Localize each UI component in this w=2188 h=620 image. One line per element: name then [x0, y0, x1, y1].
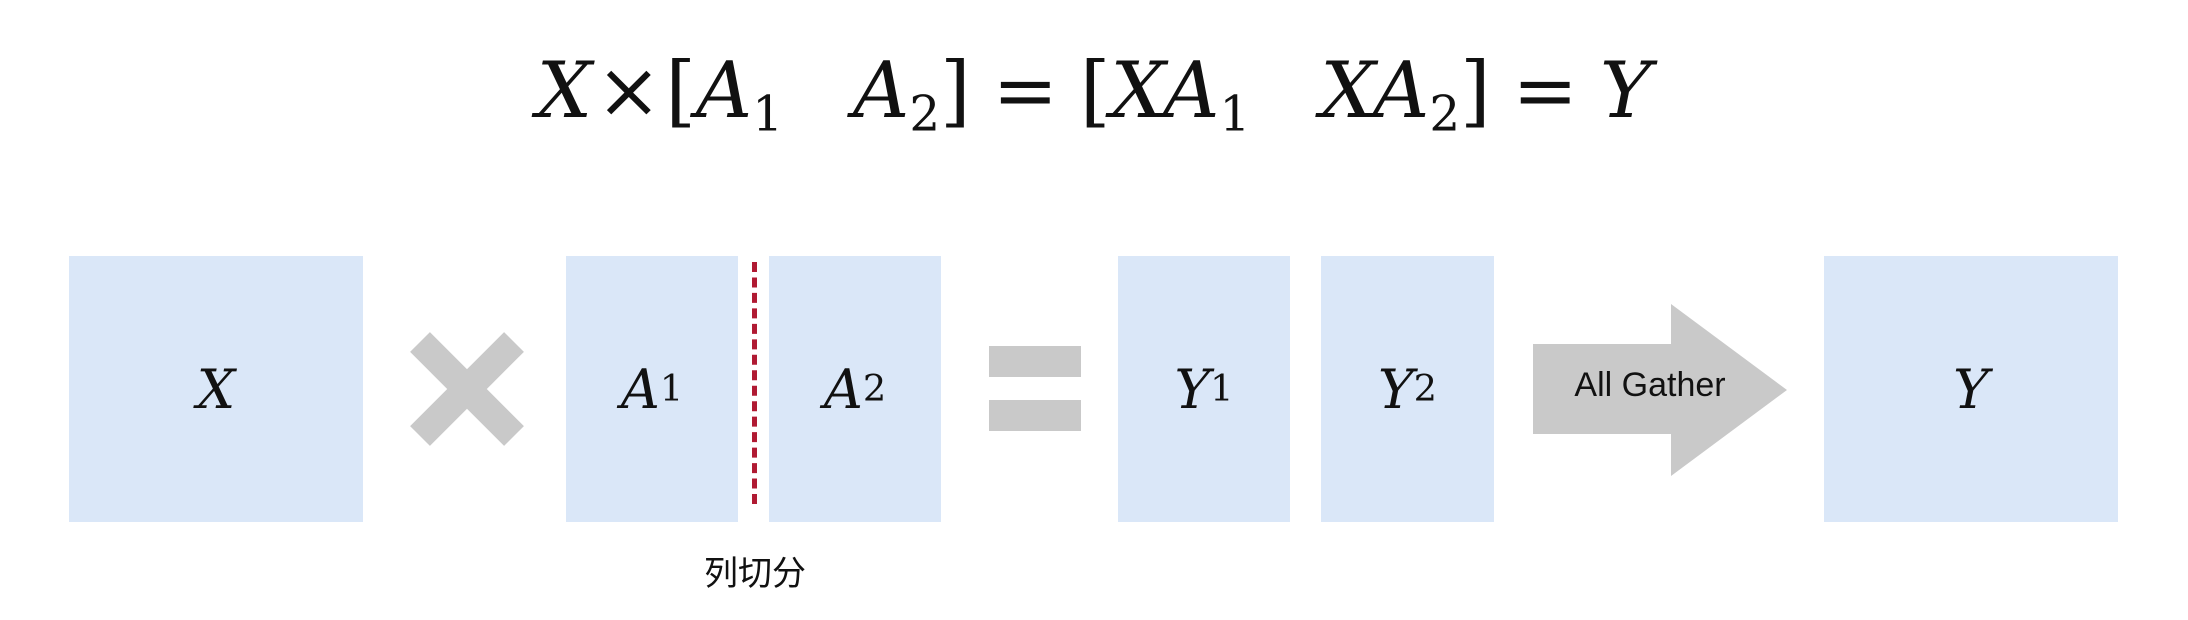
formula-a2: A — [853, 46, 910, 136]
matrix-y-label: Y — [1953, 357, 1989, 421]
formula-xa1: XA — [1110, 46, 1220, 136]
formula-times: × — [596, 46, 662, 136]
formula-xa2: XA — [1320, 46, 1430, 136]
matrix-a1-label: A — [620, 357, 660, 421]
formula-rbracket-2: ] — [1460, 46, 1491, 136]
all-gather-arrow-icon — [1533, 304, 1787, 476]
formula: X×[A1 A2] = [XA1 XA2] = Y — [0, 46, 2188, 139]
matrix-a2-label: A — [823, 357, 863, 421]
formula-lbracket-1: [ — [665, 46, 696, 136]
formula-a1-sub: 1 — [752, 86, 784, 143]
matrix-y2-label: Y — [1377, 357, 1414, 421]
matrix-x-label: X — [196, 357, 236, 421]
matrix-y-block: Y — [1824, 256, 2118, 522]
formula-rbracket-1: ] — [940, 46, 971, 136]
column-split-line — [752, 262, 757, 504]
formula-a1: A — [695, 46, 753, 136]
equals-icon — [989, 346, 1081, 431]
formula-equals-1: = — [992, 46, 1058, 136]
formula-xa1-sub: 1 — [1219, 86, 1251, 143]
matrix-x-block: X — [69, 256, 363, 522]
all-gather-label: All Gather — [1574, 366, 1726, 404]
matrix-y1-label: Y — [1174, 357, 1211, 421]
formula-lbracket-2: [ — [1079, 46, 1111, 136]
column-split-label: 列切分 — [704, 554, 806, 594]
formula-a2-sub: 2 — [909, 86, 941, 143]
formula-y: Y — [1599, 46, 1652, 136]
formula-equals-2: = — [1512, 46, 1578, 136]
formula-xa2-sub: 2 — [1429, 86, 1461, 143]
formula-x: X — [536, 46, 593, 136]
multiply-icon — [410, 332, 524, 446]
